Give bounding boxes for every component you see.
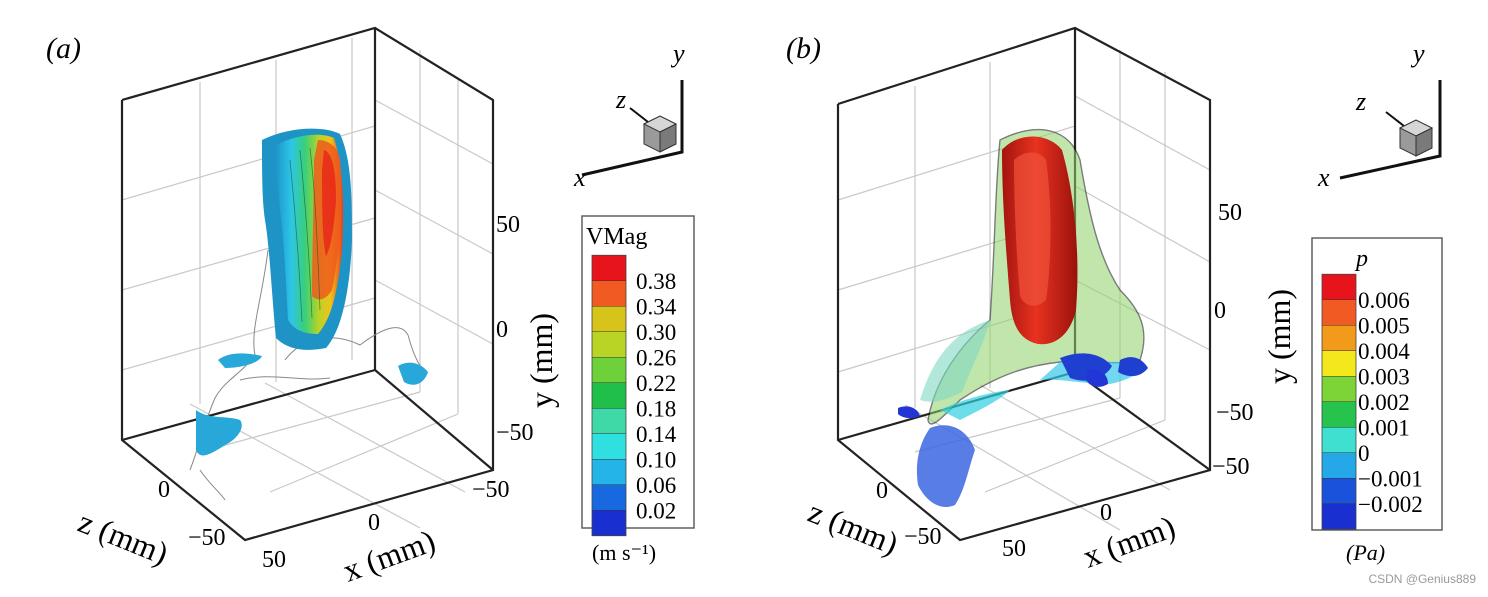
z-tick-a-minus50: −50	[188, 525, 226, 551]
legend-swatch	[592, 331, 626, 358]
x-axis-label-b: x (mm)	[1078, 508, 1180, 574]
legend-b: p 0.0060.0050.0040.0030.0020.0010−0.001−…	[1311, 237, 1443, 565]
box-a-frame	[120, 26, 495, 542]
legend-swatch	[592, 306, 626, 332]
panel-a: (a)	[46, 26, 695, 589]
legend-swatch	[1322, 325, 1356, 351]
legend-b-labels: 0.0060.0050.0040.0030.0020.0010−0.001−0.…	[1358, 288, 1423, 517]
legend-label: 0.30	[636, 320, 676, 345]
z-axis-label-a: z (mm)	[73, 503, 173, 571]
legend-swatch	[592, 382, 626, 409]
z-axis-label-b: z (mm)	[803, 493, 903, 561]
legend-swatch	[1322, 350, 1356, 377]
y-tick-b-0: 0	[1214, 298, 1226, 324]
legend-swatch	[1322, 503, 1356, 530]
legend-label: 0.006	[1358, 288, 1410, 313]
z-tick-b-minus50: −50	[904, 524, 942, 550]
legend-swatch	[592, 255, 626, 281]
legend-label: 0	[1358, 441, 1370, 466]
legend-swatch	[1322, 478, 1356, 504]
triad-z-a: z	[615, 85, 626, 114]
jet-surface-a	[262, 128, 352, 350]
legend-label: 0.001	[1358, 415, 1410, 440]
legend-swatch	[592, 357, 626, 383]
x-tick-a-0: 0	[368, 510, 380, 536]
legend-a-unit: (m s⁻¹)	[592, 540, 656, 565]
y-tick-b-minus50: −50	[1216, 400, 1254, 426]
y-tick-b-50: 50	[1218, 200, 1242, 226]
legend-b-unit: (Pa)	[1346, 540, 1385, 565]
axis-triad-b: y z x	[1317, 39, 1442, 192]
y-tick-a-minus50: −50	[496, 420, 534, 446]
x-tick-a-50: 50	[262, 547, 286, 573]
legend-swatch	[592, 510, 626, 536]
axis-triad-a: y z x	[573, 39, 685, 192]
z-tick-a-minus50-right: −50	[472, 477, 510, 503]
panel-b: (b)	[786, 26, 1443, 575]
legend-swatch	[592, 280, 626, 307]
y-axis-label-a: y (mm)	[523, 313, 559, 408]
z-tick-b-0: 0	[876, 478, 888, 504]
legend-label: 0.06	[636, 473, 676, 498]
jet-fragments-a	[196, 353, 428, 456]
x-tick-b-0: 0	[1100, 500, 1112, 526]
legend-label: 0.005	[1358, 313, 1410, 338]
x-axis-label-a: x (mm)	[338, 522, 440, 588]
legend-swatch	[592, 484, 626, 511]
legend-label: 0.38	[636, 269, 676, 294]
z-tick-a-0: 0	[158, 477, 170, 503]
legend-label: 0.34	[636, 294, 677, 319]
legend-swatch	[1322, 427, 1356, 453]
watermark: CSDN @Genius889	[1368, 572, 1476, 586]
pressure-core-b	[1002, 136, 1078, 345]
legend-swatch	[1322, 401, 1356, 428]
legend-label: 0.26	[636, 345, 676, 370]
legend-swatch	[592, 433, 626, 460]
legend-swatch	[1322, 376, 1356, 402]
legend-label: 0.22	[636, 371, 676, 396]
legend-a: VMag 0.380.340.300.260.220.180.140.100.0…	[581, 215, 695, 565]
legend-a-title: VMag	[586, 224, 647, 250]
panel-label-a: (a)	[46, 32, 81, 65]
triad-x-a: x	[573, 163, 586, 192]
legend-swatch	[1322, 452, 1356, 479]
y-tick-b-minus50-lower: −50	[1212, 454, 1250, 480]
triad-y-a: y	[670, 39, 685, 68]
legend-label: 0.18	[636, 396, 676, 421]
legend-label: 0.003	[1358, 364, 1410, 389]
legend-label: 0.14	[636, 422, 677, 447]
legend-b-swatches	[1321, 273, 1357, 530]
legend-colorbar-outline	[591, 254, 627, 537]
legend-label: 0.004	[1358, 339, 1410, 364]
legend-label: 0.002	[1358, 390, 1410, 415]
y-axis-label-b: y (mm)	[1261, 289, 1297, 384]
legend-swatch	[592, 408, 626, 434]
y-tick-a-50: 50	[496, 212, 520, 238]
pressure-fragments-b	[898, 353, 1148, 508]
legend-a-swatches	[591, 254, 627, 537]
triad-z-b: z	[1355, 87, 1366, 116]
triad-x-b: x	[1317, 163, 1330, 192]
triad-y-b: y	[1410, 39, 1425, 68]
box-a-grid	[121, 38, 494, 529]
legend-swatch	[1322, 274, 1356, 300]
legend-label: −0.001	[1358, 466, 1423, 491]
panel-label-b: (b)	[786, 32, 821, 65]
legend-label: 0.02	[636, 498, 676, 523]
legend-swatch	[592, 459, 626, 485]
legend-label: −0.002	[1358, 492, 1423, 517]
legend-b-title: p	[1354, 246, 1368, 272]
legend-swatch	[1322, 299, 1356, 326]
legend-label: 0.10	[636, 447, 676, 472]
y-tick-a-0: 0	[496, 317, 508, 343]
legend-a-labels: 0.380.340.300.260.220.180.140.100.060.02	[636, 269, 677, 524]
x-tick-b-50: 50	[1002, 536, 1026, 562]
